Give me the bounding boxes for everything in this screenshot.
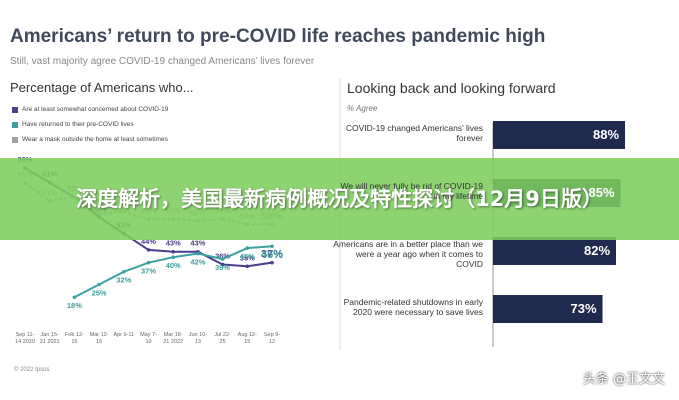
point xyxy=(146,248,151,252)
bar-label: Americans are in a better place than we … xyxy=(333,239,483,269)
watermark: 头条 @王文文 xyxy=(582,372,665,387)
legend-label: Are at least somewhat concerned about CO… xyxy=(22,106,169,113)
legend-swatch xyxy=(12,107,18,113)
point xyxy=(171,255,175,259)
x-tick-label: Jun 10-13 xyxy=(188,332,208,345)
point xyxy=(270,260,274,265)
value-label: 73% xyxy=(570,301,597,316)
x-tick-label: Aug 12-15 xyxy=(237,332,257,345)
page-title: Americans’ return to pre-COVID life reac… xyxy=(10,26,546,47)
point xyxy=(245,246,250,250)
point xyxy=(196,251,200,256)
value-label: 88% xyxy=(593,127,620,142)
data-label: 44% xyxy=(141,237,156,246)
legend-label: Wear a mask outside the home at least so… xyxy=(22,136,168,143)
data-label: 42% xyxy=(190,258,205,267)
banner-text: 深度解析，美国最新病例概况及特性探讨（12月9日版） xyxy=(76,187,603,211)
data-label: 43% xyxy=(190,239,205,248)
data-label: 18% xyxy=(67,301,82,310)
x-tick-label: Feb 12-15 xyxy=(64,332,84,345)
point xyxy=(245,264,250,269)
data-label: 43% xyxy=(166,239,181,248)
data-label: 37% xyxy=(141,267,156,276)
x-tick-label: Jul 22-25 xyxy=(214,332,231,345)
point xyxy=(270,244,274,249)
legend-label: Have returned to their pre-COVID lives xyxy=(22,121,134,128)
x-tick-label: Sep 11-14 2020 xyxy=(15,332,35,345)
data-label: 35% xyxy=(240,253,255,262)
bar-label: We will never fully be rid of COVID-19 i… xyxy=(340,181,483,201)
chart-title: Percentage of Americans who... xyxy=(10,80,194,95)
data-label: 40% xyxy=(166,261,181,270)
data-label: 32% xyxy=(116,276,131,285)
page-subtitle: Still, vast majority agree COVID-19 chan… xyxy=(10,56,315,67)
bar xyxy=(493,237,616,265)
x-tick-label: Jan 15-21 2021 xyxy=(39,332,60,345)
source: © 2022 Ipsos xyxy=(14,367,50,373)
point xyxy=(220,257,225,261)
bar-label: Pandemic-related shutdowns in early 2020… xyxy=(343,297,483,317)
point xyxy=(97,282,101,287)
data-label: 39% xyxy=(215,263,230,272)
value-label: 85% xyxy=(588,185,615,200)
x-tick-label: May 7-10 xyxy=(140,332,157,345)
legend-swatch xyxy=(12,122,18,128)
banner: 深度解析，美国最新病例概况及特性探讨（12月9日版） xyxy=(0,158,679,240)
point xyxy=(122,269,126,274)
data-label: 46% xyxy=(261,249,283,261)
data-label: 36% xyxy=(215,251,230,260)
point xyxy=(171,249,175,254)
data-label: 25% xyxy=(92,288,107,297)
x-tick-label: Mar 12-15 xyxy=(89,332,109,345)
bar xyxy=(493,121,625,149)
point xyxy=(72,295,77,300)
legend-swatch xyxy=(12,137,18,143)
x-tick-label: Sep 9-12 xyxy=(263,332,281,345)
data-label: 37% xyxy=(261,249,283,261)
value-label: 82% xyxy=(584,243,611,258)
data-label: 45% xyxy=(240,252,255,261)
x-tick-label: Mar 18-21 2022 xyxy=(163,332,184,345)
point xyxy=(146,260,151,265)
chart-subtitle: % Agree xyxy=(347,104,378,113)
point xyxy=(220,262,225,267)
chart-title: Looking back and looking forward xyxy=(347,80,556,96)
bar-label: COVID-19 changed Americans’ lives foreve… xyxy=(345,123,483,143)
bar xyxy=(493,295,603,323)
x-tick-label: Apr 9-11 xyxy=(113,332,135,338)
